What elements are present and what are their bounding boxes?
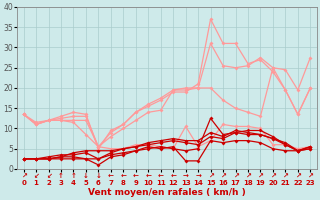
- X-axis label: Vent moyen/en rafales ( km/h ): Vent moyen/en rafales ( km/h ): [88, 188, 246, 197]
